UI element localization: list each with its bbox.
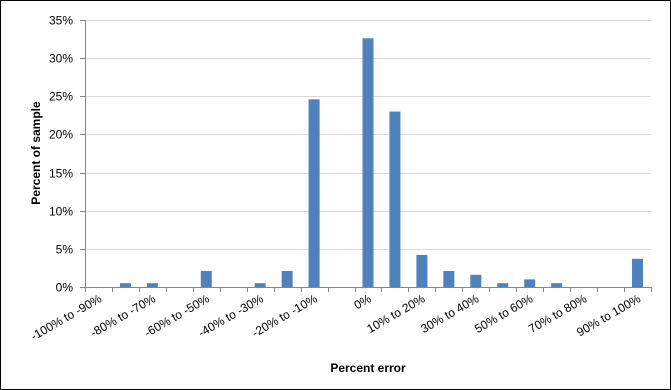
- y-tick-label: 25%: [49, 90, 73, 104]
- bar: [389, 111, 401, 287]
- bar: [281, 270, 293, 287]
- bars: [119, 38, 644, 288]
- bar: [524, 279, 536, 287]
- bar: [443, 270, 455, 287]
- bar: [632, 258, 644, 287]
- y-tick-label: 5%: [56, 243, 74, 257]
- y-tick-label: 0%: [56, 281, 74, 295]
- bar: [146, 283, 158, 287]
- y-tick-label: 35%: [49, 14, 73, 28]
- bar: [470, 274, 482, 287]
- bar: [119, 283, 131, 287]
- bar: [308, 99, 320, 287]
- axes: [80, 20, 652, 292]
- y-axis-title: Percent of sample: [29, 101, 43, 205]
- y-tick-label: 15%: [49, 167, 73, 181]
- bar: [497, 283, 509, 287]
- bar: [200, 270, 212, 287]
- bar: [416, 254, 428, 287]
- y-tick-label: 20%: [49, 128, 73, 142]
- y-tick-label: 30%: [49, 52, 73, 66]
- bar: [551, 283, 563, 287]
- bar: [254, 283, 266, 287]
- bar: [362, 38, 374, 288]
- x-axis-title: Percent error: [330, 361, 406, 375]
- y-tick-label: 10%: [49, 205, 73, 219]
- y-tick-labels: 0% 5% 10% 15% 20% 25% 30% 35%: [49, 14, 73, 295]
